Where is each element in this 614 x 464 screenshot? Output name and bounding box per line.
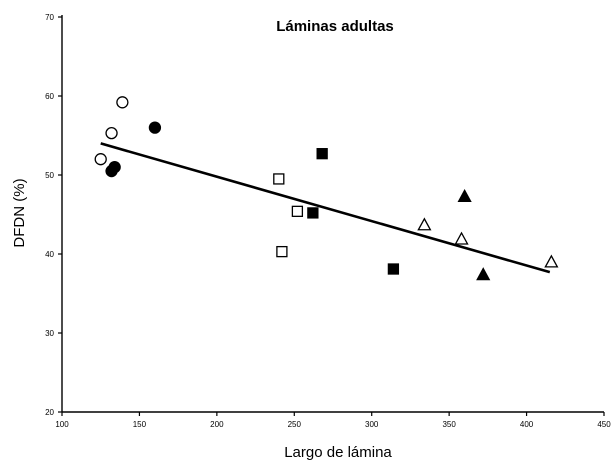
data-point-square <box>316 148 328 160</box>
x-tick-label: 300 <box>365 420 379 429</box>
data-point-circle <box>108 160 121 174</box>
x-tick-label: 450 <box>597 420 611 429</box>
y-tick-label: 60 <box>45 92 54 101</box>
x-tick-label: 200 <box>210 420 224 429</box>
data-point-circle <box>94 153 107 166</box>
x-axis-title: Largo de lámina <box>284 444 392 461</box>
data-point-triangle <box>457 188 472 202</box>
chart-title: Láminas adultas <box>276 18 394 35</box>
y-tick-label: 20 <box>45 408 54 417</box>
x-tick-label: 350 <box>442 420 456 429</box>
x-tick-label: 250 <box>288 420 302 429</box>
y-tick-label: 50 <box>45 171 54 180</box>
data-point-square <box>273 173 285 185</box>
y-tick-label: 30 <box>45 329 54 338</box>
x-tick-label: 400 <box>520 420 534 429</box>
y-tick-label: 70 <box>45 13 54 22</box>
trend-line <box>100 142 551 274</box>
data-point-triangle <box>417 217 432 231</box>
data-point-square <box>307 207 319 219</box>
data-point-circle <box>148 121 162 134</box>
data-point-triangle <box>454 231 469 245</box>
data-point-square <box>387 263 400 275</box>
data-point-square <box>276 245 288 258</box>
data-point-square <box>291 205 304 217</box>
data-point-triangle <box>544 254 559 268</box>
y-axis-title: DFDN (%) <box>11 178 28 247</box>
data-point-circle <box>105 126 118 140</box>
x-tick-label: 150 <box>133 420 147 429</box>
data-point-triangle <box>476 267 491 281</box>
y-tick-label: 40 <box>45 250 54 259</box>
x-tick-label: 100 <box>55 420 69 429</box>
x-axis-ticks: 100 150 200 250 300 350 400 450 <box>55 412 611 429</box>
data-points <box>94 96 559 281</box>
data-point-circle <box>116 96 129 109</box>
y-axis-ticks: 20 30 40 50 60 70 <box>45 13 62 417</box>
